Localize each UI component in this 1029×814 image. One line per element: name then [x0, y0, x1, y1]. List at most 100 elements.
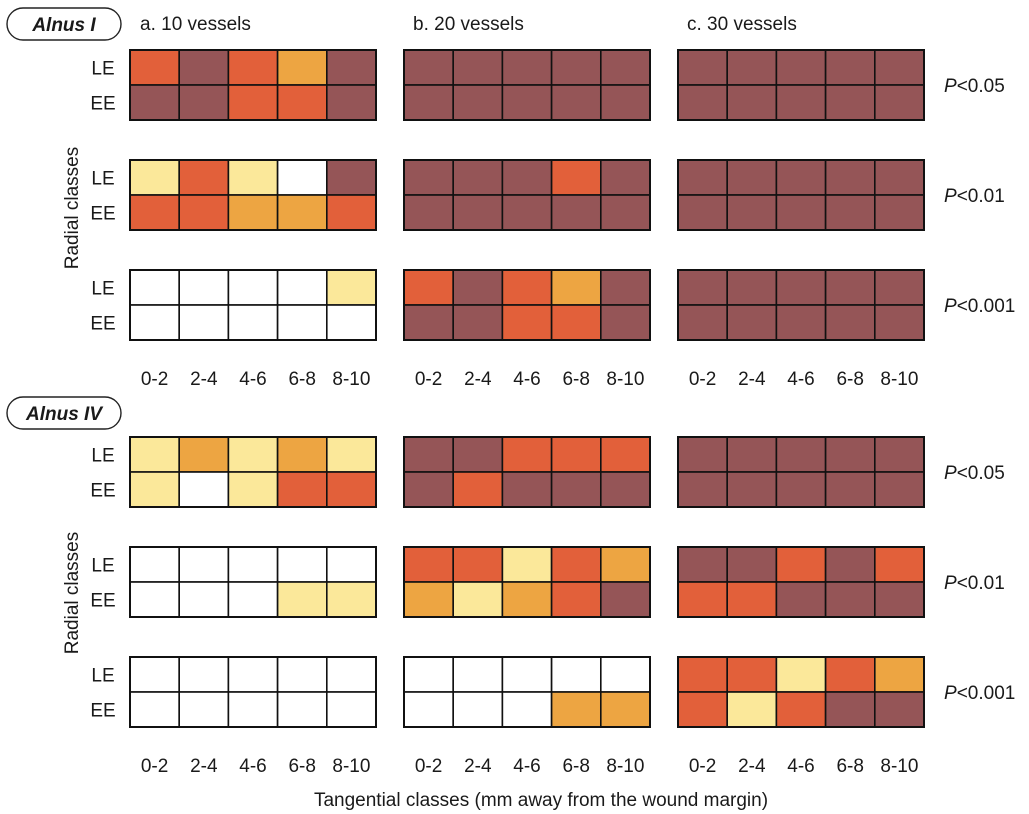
x-tick-label: 4-6	[239, 756, 266, 777]
x-tick-label: 0-2	[415, 756, 442, 777]
significance-label: P<0.001	[944, 683, 1015, 704]
heatmap-cell	[599, 546, 651, 583]
row-label: EE	[90, 314, 115, 335]
row-label: EE	[90, 481, 115, 502]
heatmap-cell	[227, 436, 279, 473]
heatmap-cell	[726, 581, 778, 618]
heatmap-cell	[873, 546, 925, 583]
heatmap-cell	[550, 656, 602, 693]
x-tick-label: 8-10	[880, 369, 918, 390]
heatmap-cell	[677, 269, 729, 306]
heatmap-cell	[276, 194, 328, 231]
heatmap-cell	[550, 546, 602, 583]
heatmap-cell	[452, 471, 504, 508]
heatmap-cell	[129, 49, 181, 86]
heatmap-cell	[599, 471, 651, 508]
heatmap-cell	[129, 304, 181, 341]
heatmap-cell	[775, 691, 827, 728]
heatmap-cell	[599, 304, 651, 341]
heatmap-cell	[178, 159, 230, 196]
heatmap-cell	[873, 471, 925, 508]
heatmap-cell	[276, 49, 328, 86]
heatmap-cell	[873, 581, 925, 618]
heatmap-cell	[276, 471, 328, 508]
heatmap-cell	[824, 49, 876, 86]
heatmap-cell	[873, 304, 925, 341]
heatmap-cell	[726, 159, 778, 196]
heatmap-cell	[403, 304, 455, 341]
row-label: EE	[90, 94, 115, 115]
heatmap-cell	[227, 471, 279, 508]
heatmap-cell	[325, 471, 377, 508]
column-header-30-vessels: c. 30 vessels	[687, 14, 797, 35]
heatmap-cell	[129, 656, 181, 693]
heatmap-cell	[178, 269, 230, 306]
heatmap-cell	[726, 691, 778, 728]
grid-border	[403, 269, 651, 341]
heatmap-cell	[726, 84, 778, 121]
heatmap-cell	[501, 436, 553, 473]
heatmap-cell	[452, 269, 504, 306]
heatmap-cell	[726, 656, 778, 693]
heatmap-cell	[775, 159, 827, 196]
row-label: LE	[91, 446, 114, 467]
heatmap-cell	[824, 471, 876, 508]
x-tick-label: 8-10	[332, 369, 370, 390]
heatmap-cell	[726, 471, 778, 508]
species-badge-alnus-iv: Alnus IV	[6, 396, 122, 430]
heatmap-cell	[873, 269, 925, 306]
x-tick-label: 8-10	[606, 756, 644, 777]
heatmap-cell	[452, 159, 504, 196]
heatmap-cell	[452, 304, 504, 341]
heatmap-cell	[550, 159, 602, 196]
heatmap-cell	[227, 691, 279, 728]
heatmap-cell	[227, 304, 279, 341]
heatmap-cell	[129, 546, 181, 583]
heatmap-cell	[677, 84, 729, 121]
heatmap-cell	[599, 581, 651, 618]
x-tick-label: 4-6	[513, 369, 540, 390]
heatmap-labels: LE EE P<0.05 LE EE P<0.01 LE EE P<0.001 0-2 2-4 4-6…	[90, 59, 1015, 778]
heatmap-cell	[325, 49, 377, 86]
heatmap-cell	[129, 581, 181, 618]
heatmap-cell	[129, 84, 181, 121]
heatmap-cell	[726, 49, 778, 86]
significance-label: P<0.05	[944, 76, 1005, 97]
heatmap-cell	[501, 691, 553, 728]
grid-border	[129, 436, 377, 508]
heatmap-cell	[227, 194, 279, 231]
heatmap-cell	[677, 194, 729, 231]
heatmap-cell	[824, 546, 876, 583]
column-header-20-vessels: b. 20 vessels	[413, 14, 524, 35]
row-label: LE	[91, 666, 114, 687]
heatmap-cell	[325, 159, 377, 196]
heatmap-cell	[276, 656, 328, 693]
heatmap-cell	[178, 691, 230, 728]
heatmap-cell	[726, 436, 778, 473]
heatmap-cell	[501, 84, 553, 121]
x-tick-label: 8-10	[880, 756, 918, 777]
heatmap-cell	[775, 269, 827, 306]
heatmap-cell	[726, 304, 778, 341]
heatmap-cell	[452, 581, 504, 618]
heatmap-cell	[452, 546, 504, 583]
heatmap-cell	[403, 159, 455, 196]
heatmap-cell	[501, 159, 553, 196]
heatmap-cell	[873, 656, 925, 693]
heatmap-cell	[276, 304, 328, 341]
heatmap-cell	[178, 581, 230, 618]
heatmap-cell	[550, 436, 602, 473]
heatmap-cell	[403, 581, 455, 618]
heatmap-cell	[403, 49, 455, 86]
heatmap-cell	[452, 49, 504, 86]
column-header-10-vessels: a. 10 vessels	[140, 14, 251, 35]
heatmap-cell	[775, 49, 827, 86]
heatmap-cell	[276, 84, 328, 121]
x-tick-label: 0-2	[415, 369, 442, 390]
heatmap-cell	[276, 546, 328, 583]
x-tick-label: 4-6	[513, 756, 540, 777]
row-label: EE	[90, 204, 115, 225]
heatmap-cell	[824, 304, 876, 341]
x-tick-label: 6-8	[288, 756, 315, 777]
heatmap-cell	[501, 581, 553, 618]
